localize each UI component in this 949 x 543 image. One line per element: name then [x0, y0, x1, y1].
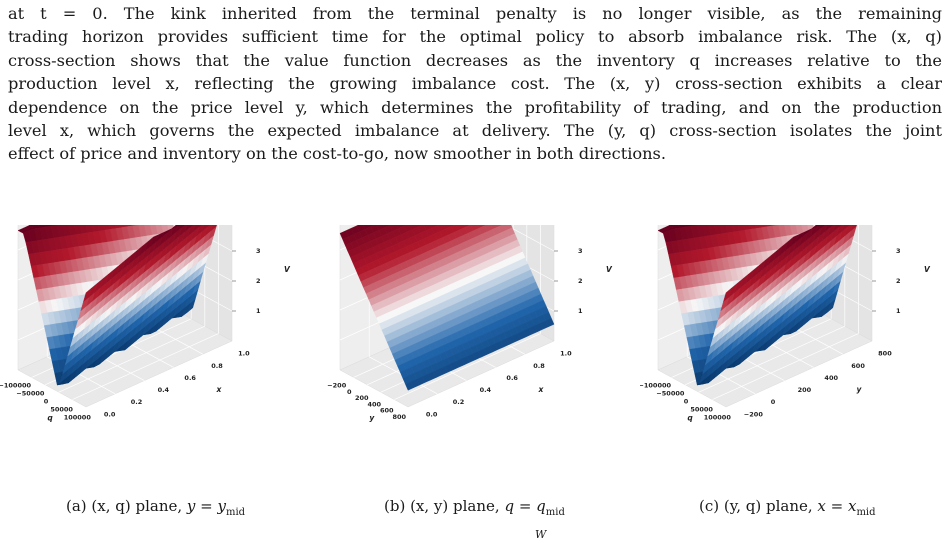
- paragraph-line: effect of price and inventory on the cos…: [8, 144, 667, 164]
- z-tick-label: 3: [896, 247, 901, 255]
- left-axis-tick-label: 0: [684, 398, 689, 406]
- caption-a: (a) (x, q) plane, y = ymid: [66, 497, 246, 518]
- left-axis-tick-label: −100000: [640, 381, 671, 389]
- right-axis-tick-label: 0.0: [104, 410, 116, 418]
- left-axis-tick-label: −200: [327, 381, 346, 389]
- left-axis-tick-label: 0: [347, 388, 352, 396]
- z-tick-label: 1: [578, 307, 583, 315]
- right-axis-tick-label: 0.6: [506, 374, 518, 382]
- caption-c: (c) (y, q) plane, x = xmid: [699, 497, 876, 518]
- figure-c: 1234V1e7−100000−50000050000100000q−20002…: [638, 153, 940, 475]
- right-axis-tick-label: −200: [744, 410, 763, 418]
- plot-3d-b: 1234V1e6−2000200400600800y0.00.20.40.60.…: [327, 153, 613, 422]
- plot-3d-c: 1234V1e7−100000−50000050000100000q−20002…: [638, 153, 931, 422]
- right-axis-tick-label: 0.0: [426, 410, 438, 418]
- paragraph-line: cross-section shows that the value funct…: [8, 50, 942, 70]
- left-axis-label: q: [687, 413, 693, 422]
- left-axis-label: y: [369, 413, 375, 422]
- z-tick-label: 3: [256, 247, 261, 255]
- paragraph-line: trading horizon provides sufficient time…: [8, 27, 942, 47]
- right-axis-tick-label: 1.0: [560, 350, 572, 358]
- right-axis-tick-label: 0.4: [480, 386, 492, 394]
- right-axis-tick-label: 0.8: [211, 362, 223, 370]
- right-axis-tick-label: 0.4: [158, 386, 170, 394]
- paragraph-line: at t = 0. The kink inherited from the te…: [8, 4, 942, 23]
- left-axis-label: q: [47, 413, 53, 422]
- right-axis-tick-label: 0.2: [131, 398, 143, 406]
- left-axis-tick-label: −50000: [656, 389, 685, 397]
- right-axis-tick-label: 0.6: [184, 374, 196, 382]
- figure-row: 1234V1e7−100000−50000050000100000q0.00.2…: [0, 153, 949, 475]
- z-tick-label: 3: [578, 247, 583, 255]
- right-axis-label: x: [538, 385, 545, 394]
- right-axis-tick-label: 800: [878, 350, 892, 358]
- plot-3d-a: 1234V1e7−100000−50000050000100000q0.00.2…: [0, 153, 291, 422]
- right-axis-tick-label: 600: [851, 362, 865, 370]
- figure-a: 1234V1e7−100000−50000050000100000q0.00.2…: [0, 153, 300, 475]
- left-axis-tick-label: 50000: [50, 406, 73, 414]
- z-tick-label: 1: [896, 307, 901, 315]
- right-axis-tick-label: 0.2: [453, 398, 465, 406]
- z-axis-label: V: [924, 265, 931, 274]
- left-axis-tick-label: 100000: [64, 414, 92, 422]
- paragraph-line: production level x, reflecting the growi…: [8, 74, 942, 94]
- z-axis-label: V: [284, 265, 291, 274]
- left-axis-tick-label: 800: [392, 413, 406, 421]
- figure-b: 1234V1e6−2000200400600800y0.00.20.40.60.…: [322, 153, 622, 475]
- z-tick-label: 2: [896, 277, 901, 285]
- right-axis-tick-label: 0.8: [533, 362, 545, 370]
- caption-b: (b) (x, y) plane, q = qmid: [384, 497, 565, 518]
- left-axis-tick-label: 600: [380, 407, 394, 415]
- paragraph-line: level x, which governs the expected imba…: [8, 121, 942, 141]
- left-axis-tick-label: −50000: [16, 389, 45, 397]
- left-axis-tick-label: 400: [367, 400, 381, 408]
- right-axis-tick-label: 0: [771, 398, 776, 406]
- left-axis-tick-label: 0: [44, 398, 49, 406]
- right-axis-tick-label: 400: [824, 374, 838, 382]
- z-tick-label: 2: [578, 277, 583, 285]
- right-axis-label: y: [857, 385, 863, 394]
- left-axis-tick-label: −100000: [0, 381, 31, 389]
- paragraph-line: dependence on the price level y, which d…: [8, 97, 942, 117]
- right-axis-tick-label: 1.0: [238, 350, 250, 358]
- right-axis-tick-label: 200: [798, 386, 812, 394]
- z-tick-label: 2: [256, 277, 261, 285]
- left-axis-tick-label: 50000: [690, 406, 713, 414]
- right-axis-label: x: [216, 385, 223, 394]
- left-axis-tick-label: 200: [355, 394, 369, 402]
- cutoff-text: W: [535, 528, 547, 541]
- z-tick-label: 1: [256, 307, 261, 315]
- z-axis-label: V: [606, 265, 613, 274]
- left-axis-tick-label: 100000: [704, 414, 732, 422]
- body-paragraph: at t = 0. The kink inherited from the te…: [8, 2, 942, 166]
